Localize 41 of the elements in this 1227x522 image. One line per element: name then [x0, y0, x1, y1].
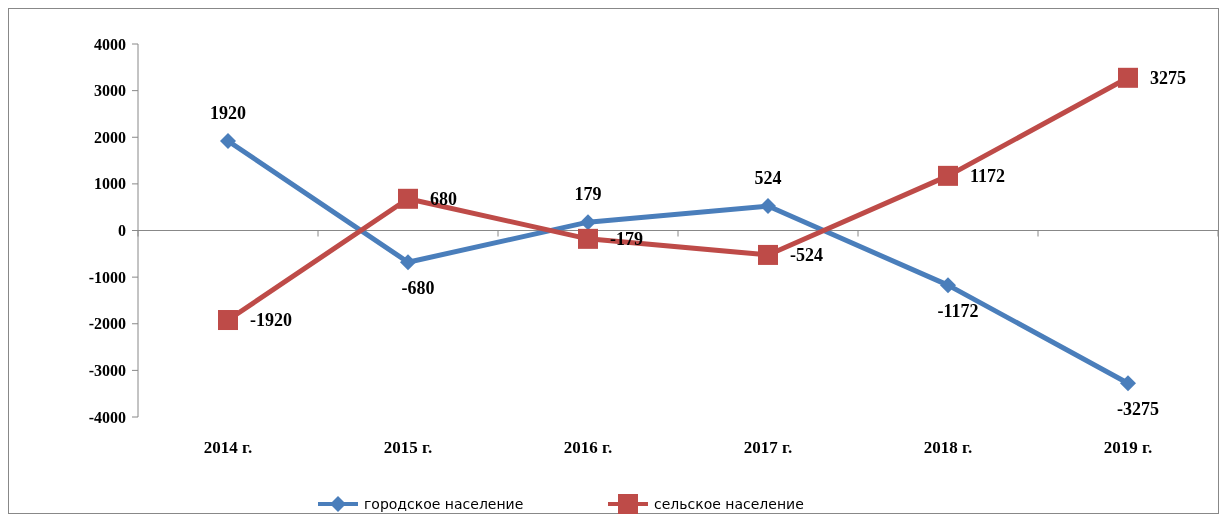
point: [1120, 375, 1136, 392]
x-tick-label: 2016 г.: [563, 438, 613, 457]
x-tick-label: 2017 г.: [743, 438, 793, 457]
point: [218, 310, 238, 331]
data-label: -524: [790, 244, 823, 265]
y-tick-label: -1000: [88, 268, 126, 286]
y-tick-label: 4000: [94, 35, 126, 53]
data-label: -1172: [937, 301, 979, 322]
point: [220, 132, 236, 149]
point: [400, 254, 416, 271]
y-tick-label: 1000: [94, 175, 126, 193]
data-label: 680: [430, 188, 457, 209]
data-label: 3275: [1150, 67, 1186, 88]
y-tick-label: -2000: [88, 315, 126, 333]
data-label: -1920: [250, 310, 292, 331]
point: [940, 277, 956, 294]
point: [758, 244, 778, 265]
y-tick-label: 2000: [94, 128, 126, 146]
y-tick-label: -3000: [88, 361, 126, 379]
legend-label: сельское население: [654, 495, 804, 512]
x-tick-label: 2019 г.: [1103, 438, 1153, 457]
y-tick-label: -4000: [88, 408, 126, 426]
x-tick-label: 2015 г.: [383, 438, 433, 457]
x-tick-label: 2014 г.: [203, 438, 253, 457]
legend-label: городское население: [364, 495, 524, 512]
data-label: 1172: [970, 165, 1006, 186]
y-tick-label: 0: [118, 222, 126, 240]
point: [938, 165, 958, 186]
data-label: 1920: [210, 102, 246, 123]
point: [580, 214, 596, 231]
data-label: 179: [574, 184, 602, 205]
data-label: 524: [754, 168, 782, 189]
point: [760, 198, 776, 215]
point: [1118, 67, 1138, 88]
y-tick-label: 3000: [94, 82, 126, 100]
data-label: -179: [610, 228, 643, 249]
data-label: -3275: [1117, 399, 1159, 420]
data-label: -680: [401, 278, 435, 299]
x-tick-label: 2018 г.: [923, 438, 973, 457]
point: [578, 228, 598, 249]
point: [398, 188, 418, 209]
